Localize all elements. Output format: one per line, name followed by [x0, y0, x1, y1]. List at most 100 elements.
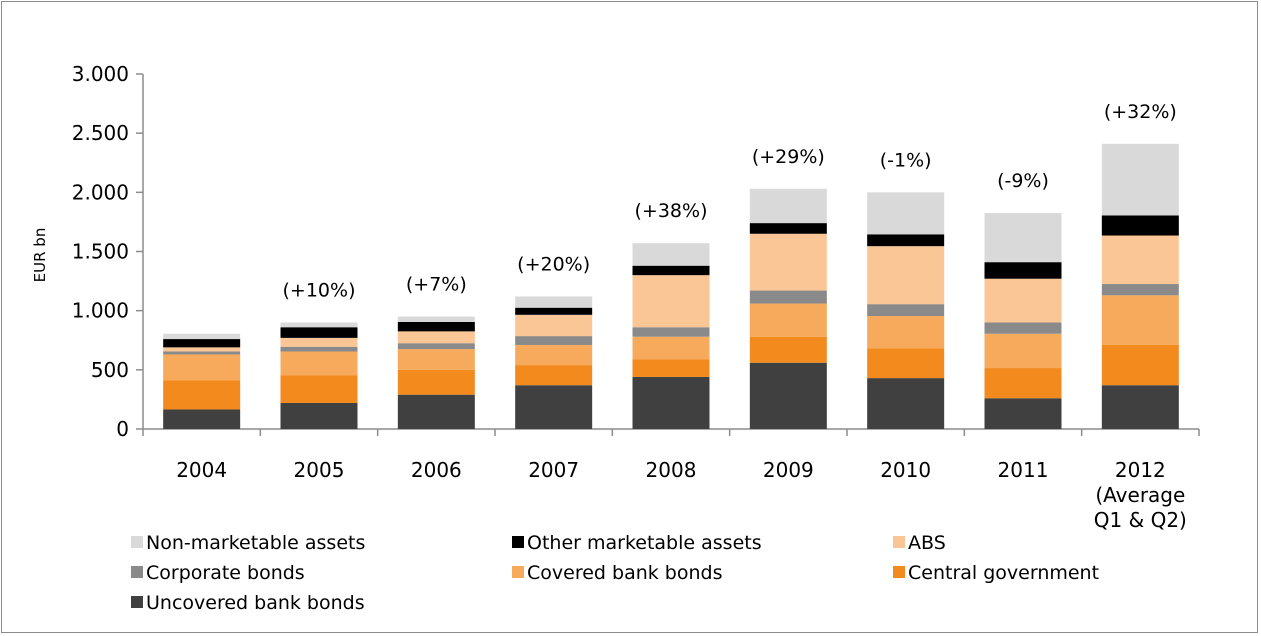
- growth-label: (-9%): [997, 170, 1049, 192]
- growth-label: (+7%): [406, 274, 467, 296]
- y-axis-ticks: 0 500 1.000 1.500 2.000 2.500 3.000: [72, 62, 143, 441]
- x-tick-label: 2009: [763, 458, 814, 482]
- bar-segment: [984, 278, 1062, 323]
- legend-label: ABS: [908, 532, 946, 554]
- bar-segment: [632, 327, 710, 337]
- bar-segment: [515, 365, 593, 386]
- bar-segment: [867, 304, 945, 316]
- bar-segment: [163, 347, 241, 352]
- bar-segment: [515, 385, 593, 429]
- legend-label: Non-marketable assets: [146, 532, 365, 554]
- bar-segment: [397, 343, 475, 350]
- legend-swatch: [131, 596, 143, 608]
- bar-segment: [632, 243, 710, 266]
- bar-segment: [397, 369, 475, 395]
- legend-swatch: [512, 566, 524, 578]
- bar-segment: [280, 346, 358, 352]
- bar-segment: [749, 233, 827, 291]
- bar-segment: [397, 316, 475, 322]
- growth-label: (+38%): [635, 200, 708, 222]
- bar-segment: [632, 265, 710, 276]
- bar-segment: [163, 339, 241, 348]
- x-tick-label: 2008: [646, 458, 697, 482]
- bar-segment: [280, 327, 358, 338]
- bar-segment: [280, 322, 358, 328]
- bar-segment: [163, 409, 241, 429]
- y-tick-label: 2.000: [72, 180, 129, 204]
- bar-segment: [515, 314, 593, 337]
- growth-label: (+20%): [517, 253, 590, 275]
- y-tick-label: 2.500: [72, 121, 129, 145]
- bar-segment: [397, 349, 475, 370]
- bar-segment: [1101, 215, 1179, 236]
- x-tick-label: (Average: [1095, 483, 1185, 507]
- bar-segment: [749, 188, 827, 224]
- y-tick-label: 1.000: [72, 299, 129, 323]
- bar-segment: [163, 333, 241, 340]
- legend-label: Covered bank bonds: [527, 562, 722, 584]
- legend-swatch: [893, 536, 905, 548]
- bar-segment: [984, 213, 1062, 263]
- bar-segment: [867, 192, 945, 235]
- bar-segment: [515, 307, 593, 315]
- bar-segment: [984, 333, 1062, 369]
- bar-segment: [749, 290, 827, 304]
- bar-segment: [515, 336, 593, 345]
- bar-segment: [984, 322, 1062, 334]
- bar-segment: [632, 376, 710, 429]
- bar-segment: [984, 398, 1062, 429]
- x-tick-label: 2004: [176, 458, 227, 482]
- bar-segment: [397, 321, 475, 332]
- bar-segment: [867, 246, 945, 305]
- legend-label: Central government: [908, 562, 1099, 584]
- bar-segment: [163, 354, 241, 381]
- bar-segment: [1101, 295, 1179, 345]
- legend-label: Uncovered bank bonds: [146, 592, 365, 614]
- bar-segment: [1101, 344, 1179, 386]
- y-tick-label: 1.500: [72, 240, 129, 264]
- x-tick-label: 2005: [294, 458, 345, 482]
- bar-segment: [163, 380, 241, 410]
- x-tick-label: 2010: [880, 458, 931, 482]
- bar-segment: [749, 303, 827, 337]
- legend-swatch: [131, 536, 143, 548]
- bar-segment: [397, 394, 475, 429]
- bar-segment: [984, 262, 1062, 279]
- growth-label: (-1%): [880, 149, 932, 171]
- growth-label: (+32%): [1104, 101, 1177, 123]
- x-tick-label: 2012: [1115, 458, 1166, 482]
- bar-segment: [867, 378, 945, 429]
- bar-segment: [280, 375, 358, 403]
- bar-segment: [749, 223, 827, 234]
- bar-segment: [1101, 284, 1179, 296]
- bar-segment: [515, 296, 593, 308]
- bar-segment: [632, 336, 710, 360]
- x-tick-label: 2011: [998, 458, 1049, 482]
- legend-swatch: [131, 566, 143, 578]
- y-tick-label: 0: [116, 417, 129, 441]
- x-tick-label: 2006: [411, 458, 462, 482]
- bar-segment: [632, 275, 710, 328]
- bar-segment: [1101, 385, 1179, 429]
- x-axis-ticks: 2004 2005 2006 2007 2008 2009 2010 2011 2012(Ave…: [142, 429, 1200, 532]
- growth-annotations: (+10%) (+7%) (+20%) (+38%) (+29%) (-1%) (-9%) (…: [283, 101, 1177, 302]
- bar-segment: [867, 234, 945, 247]
- x-tick-label: 2007: [528, 458, 579, 482]
- legend-swatch: [893, 566, 905, 578]
- bar-segment: [632, 359, 710, 377]
- y-tick-label: 500: [91, 358, 129, 382]
- bars: [163, 143, 1179, 429]
- bar-segment: [867, 315, 945, 349]
- x-tick-label: Q1 & Q2): [1094, 508, 1187, 532]
- growth-label: (+29%): [752, 146, 825, 168]
- growth-label: (+10%): [283, 280, 356, 302]
- bar-segment: [1101, 143, 1179, 216]
- bar-segment: [397, 331, 475, 344]
- bar-segment: [280, 351, 358, 376]
- bar-segment: [749, 336, 827, 363]
- legend-label: Corporate bonds: [146, 562, 305, 584]
- bar-segment: [280, 337, 358, 347]
- bar-segment: [867, 348, 945, 379]
